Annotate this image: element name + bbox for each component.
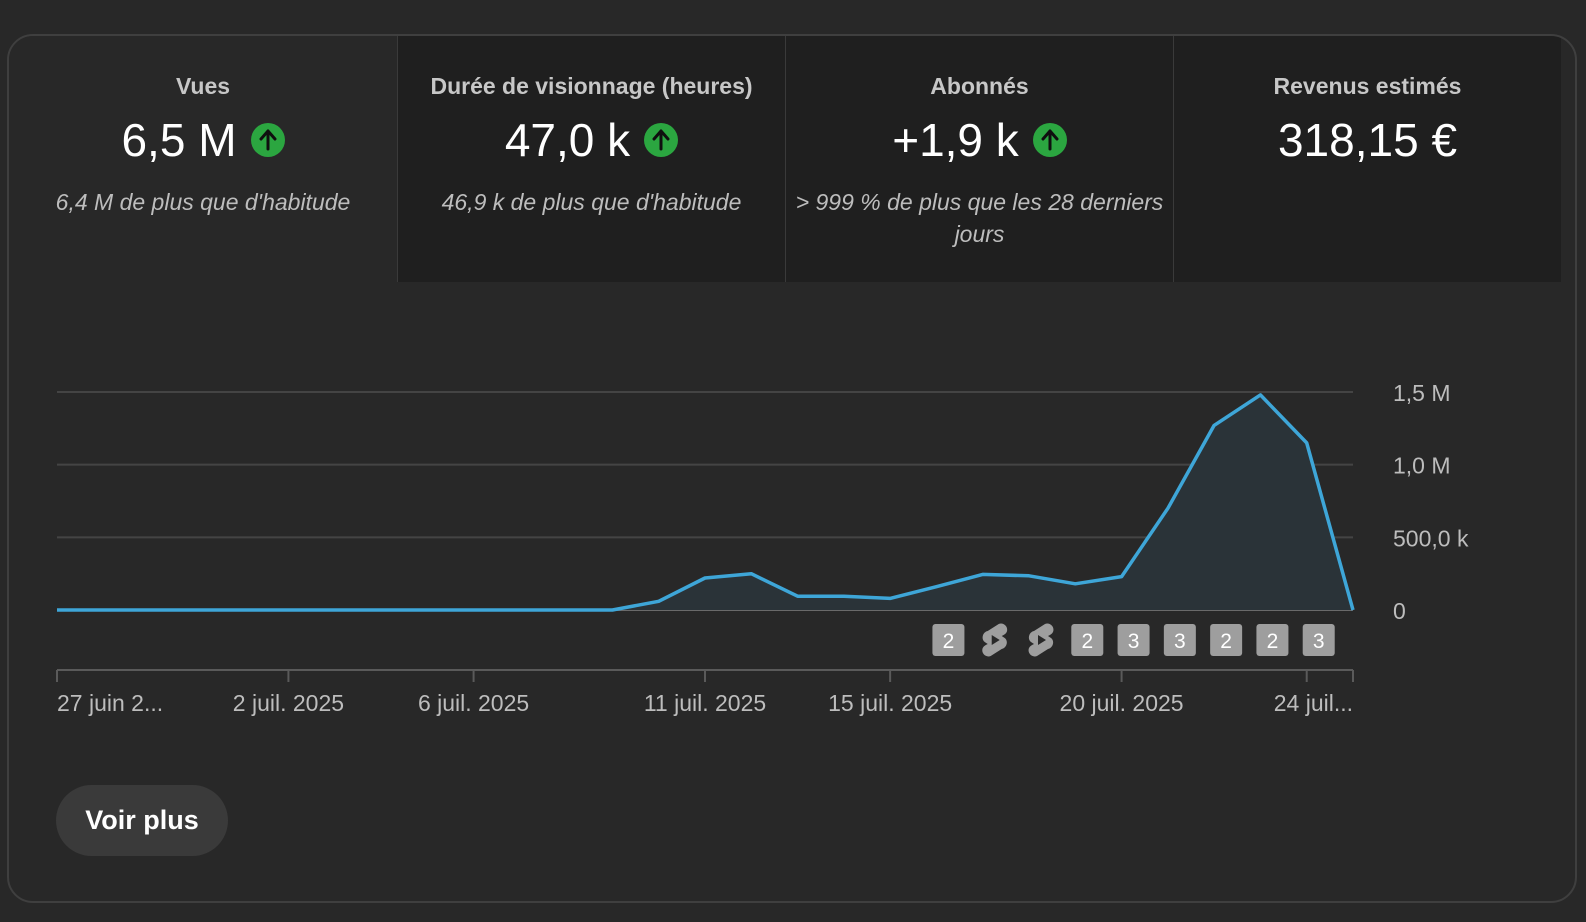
x-tick-label: 2 juil. 2025 [233, 690, 344, 716]
tab-label: Abonnés [930, 73, 1029, 99]
shorts-play-triangle [1038, 635, 1046, 645]
trend-up-icon [1032, 123, 1067, 157]
analytics-card: Vues 6,5 M 6,4 M de plus que d'habitude … [7, 34, 1577, 903]
y-tick-label: 500,0 k [1393, 525, 1469, 551]
x-tick-label: 15 juil. 2025 [828, 690, 952, 716]
tab-note: > 999 % de plus que les 28 derniers jour… [795, 189, 1164, 247]
tab-label: Revenus estimés [1273, 73, 1462, 99]
tab-subscribers[interactable]: Abonnés +1,9 k > 999 % de plus que les 2… [785, 36, 1173, 282]
upload-badge[interactable] [1071, 624, 1104, 656]
upload-badge-count: 3 [1174, 630, 1186, 653]
tab-value: 47,0 k [504, 114, 631, 166]
tab-value: 6,5 M [121, 114, 237, 166]
shorts-play-triangle [991, 635, 1000, 645]
trend-up-icon [644, 123, 679, 157]
x-tick-label: 27 juin 2... [57, 690, 163, 716]
upload-badge[interactable] [932, 624, 965, 656]
upload-badge-count: 2 [1267, 630, 1279, 653]
upload-badge[interactable] [1302, 624, 1335, 656]
upload-badge[interactable] [1256, 624, 1289, 656]
tab-label: Vues [175, 73, 231, 99]
series-area [57, 394, 1353, 610]
y-tick-label: 0 [1393, 598, 1406, 624]
views-chart: 0 500,0 k 1,0 M 1,5 M 27 juin 2... 2 juil. 20… [56, 380, 1469, 716]
tab-watch-time[interactable]: Durée de visionnage (heures) 47,0 k 46,9… [397, 36, 785, 282]
x-tick-label: 11 juil. 2025 [644, 690, 766, 716]
upload-badge-count: 2 [943, 630, 955, 653]
metric-tabs: Vues 6,5 M 6,4 M de plus que d'habitude … [9, 36, 1575, 282]
shorts-icon[interactable] [1028, 623, 1054, 657]
tab-views[interactable]: Vues 6,5 M 6,4 M de plus que d'habitude [9, 36, 397, 282]
tab-value: 318,15 € [1277, 114, 1458, 166]
tab-note: 6,4 M de plus que d'habitude [55, 189, 351, 215]
trend-up-icon [250, 123, 285, 157]
upload-badge[interactable] [1163, 624, 1196, 656]
upload-badge-count: 2 [1081, 630, 1093, 653]
tab-note: 46,9 k de plus que d'habitude [441, 189, 742, 215]
tab-value: +1,9 k [892, 114, 1019, 166]
upload-badge-count: 3 [1313, 630, 1325, 653]
tab-label: Durée de visionnage (heures) [430, 73, 753, 99]
x-tick-label: 20 juil. 2025 [1060, 690, 1184, 716]
tab-revenue[interactable]: Revenus estimés 318,15 € [1173, 36, 1561, 282]
upload-badge[interactable] [1117, 624, 1150, 656]
x-tick-label: 24 juil... [1274, 690, 1353, 716]
y-tick-label: 1,5 M [1393, 380, 1451, 406]
upload-badge-count: 2 [1220, 630, 1232, 653]
x-tick-label: 6 juil. 2025 [418, 690, 529, 716]
see-more-button[interactable]: Voir plus [56, 785, 228, 856]
series-line [57, 393, 1355, 612]
upload-badge[interactable] [1210, 624, 1243, 656]
upload-badge-count: 3 [1128, 630, 1140, 653]
y-tick-label: 1,0 M [1393, 453, 1451, 479]
shorts-icon[interactable] [982, 623, 1008, 657]
